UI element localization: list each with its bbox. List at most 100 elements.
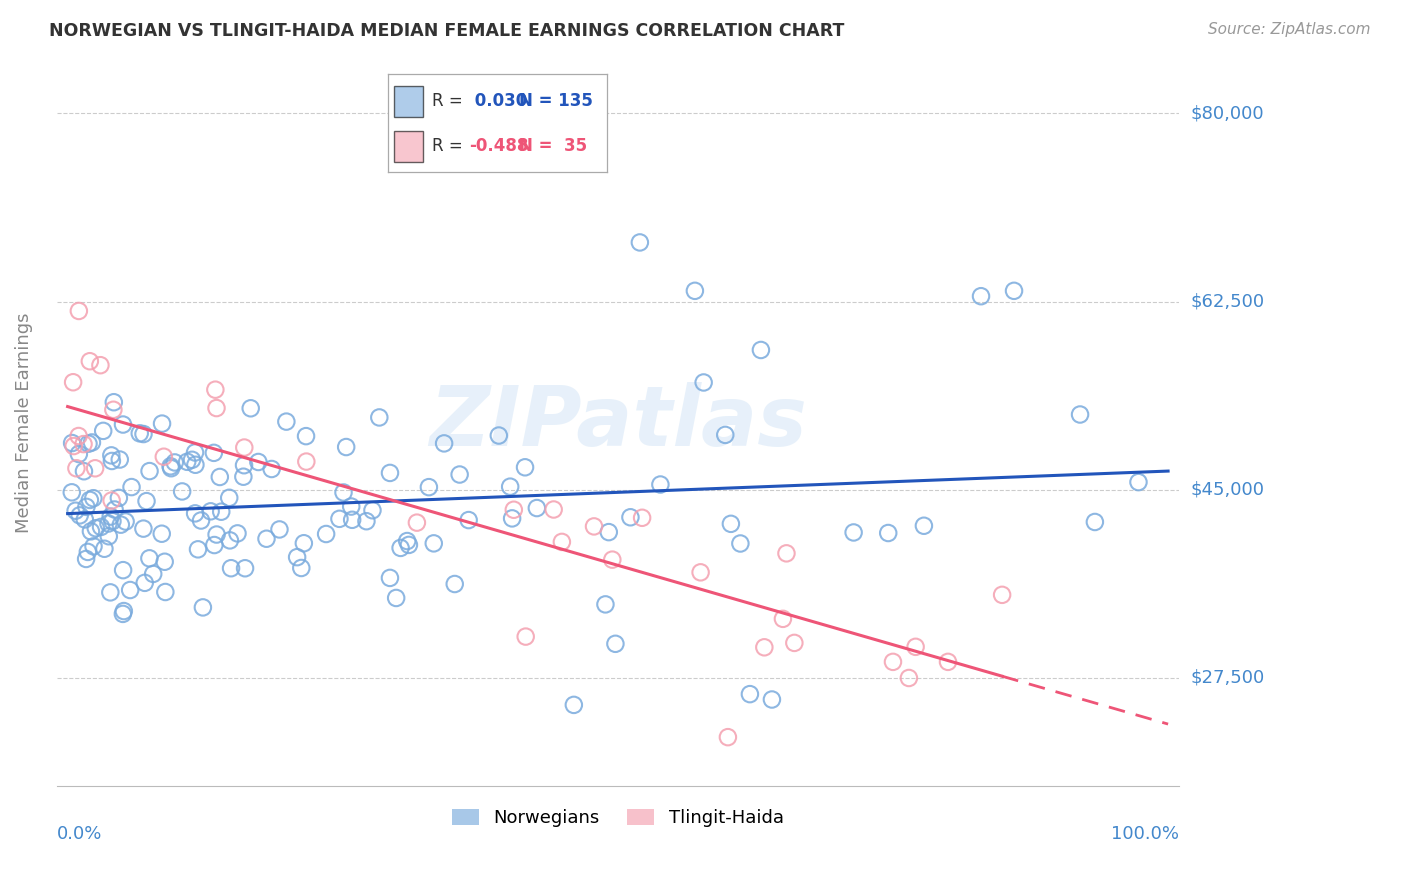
Point xyxy=(772,612,794,626)
Point xyxy=(121,480,143,494)
Point xyxy=(290,561,312,575)
Point xyxy=(108,491,131,505)
Point xyxy=(457,513,479,527)
Point xyxy=(247,455,270,469)
Text: 0.0%: 0.0% xyxy=(56,825,103,844)
Point xyxy=(717,730,740,744)
Point xyxy=(191,600,214,615)
Text: $62,500: $62,500 xyxy=(1191,293,1264,310)
Point xyxy=(83,539,105,553)
Point xyxy=(650,477,672,491)
Point xyxy=(256,532,278,546)
Point xyxy=(499,480,522,494)
Point xyxy=(112,563,135,577)
Point xyxy=(89,358,111,372)
Point xyxy=(155,585,177,599)
Point xyxy=(202,446,225,460)
Point xyxy=(449,467,471,482)
Point xyxy=(598,525,620,540)
Point xyxy=(292,536,315,550)
Point xyxy=(378,571,401,585)
Point xyxy=(232,469,254,483)
Legend: Norwegians, Tlingit-Haida: Norwegians, Tlingit-Haida xyxy=(444,802,790,835)
Point xyxy=(219,533,242,548)
Point xyxy=(79,492,101,507)
Point xyxy=(315,527,337,541)
Point xyxy=(897,671,920,685)
Point xyxy=(187,542,209,557)
Point xyxy=(385,591,408,605)
Point xyxy=(602,552,624,566)
Point xyxy=(97,516,120,531)
Point xyxy=(132,427,155,442)
Point xyxy=(100,449,122,463)
Point xyxy=(112,604,135,618)
Point xyxy=(72,437,94,451)
Point xyxy=(60,436,83,450)
Point xyxy=(90,520,112,534)
Point xyxy=(80,435,103,450)
Point xyxy=(128,426,150,441)
Point xyxy=(208,470,231,484)
Point xyxy=(184,445,207,459)
Point xyxy=(775,546,797,560)
Point xyxy=(184,458,207,472)
Point xyxy=(73,464,96,478)
Point xyxy=(526,501,548,516)
Point xyxy=(285,550,308,565)
Point xyxy=(111,607,134,621)
Point xyxy=(226,526,249,541)
Point xyxy=(101,454,124,468)
Point xyxy=(1084,515,1107,529)
Point xyxy=(93,541,115,556)
Point xyxy=(84,521,107,535)
Point xyxy=(233,561,256,575)
Point xyxy=(328,512,350,526)
Text: NORWEGIAN VS TLINGIT-HAIDA MEDIAN FEMALE EARNINGS CORRELATION CHART: NORWEGIAN VS TLINGIT-HAIDA MEDIAN FEMALE… xyxy=(49,22,845,40)
Point xyxy=(160,461,183,475)
Point xyxy=(219,561,242,575)
Point xyxy=(269,523,291,537)
Point xyxy=(204,383,226,397)
Point xyxy=(433,436,456,450)
Point xyxy=(104,502,127,516)
Point xyxy=(683,284,706,298)
Point xyxy=(877,526,900,541)
Point xyxy=(361,503,384,517)
Point xyxy=(142,566,165,581)
Point xyxy=(200,504,222,518)
Point xyxy=(65,504,87,518)
Point xyxy=(132,522,155,536)
Point xyxy=(502,502,524,516)
Point xyxy=(882,655,904,669)
Point xyxy=(75,552,97,566)
Point xyxy=(991,588,1014,602)
Point xyxy=(120,582,142,597)
Point xyxy=(218,491,240,505)
Point xyxy=(443,577,465,591)
Point xyxy=(368,410,391,425)
Point xyxy=(488,428,510,442)
Text: $27,500: $27,500 xyxy=(1191,669,1264,687)
Point xyxy=(628,235,651,250)
Text: $80,000: $80,000 xyxy=(1191,104,1264,122)
Point xyxy=(153,555,176,569)
Point xyxy=(69,508,91,523)
Point xyxy=(730,536,752,550)
Text: Source: ZipAtlas.com: Source: ZipAtlas.com xyxy=(1208,22,1371,37)
Point xyxy=(970,289,993,303)
Point xyxy=(60,485,83,500)
Point xyxy=(79,354,101,368)
Point xyxy=(356,514,378,528)
Point xyxy=(720,516,742,531)
Point xyxy=(418,480,440,494)
Point xyxy=(295,429,318,443)
Point xyxy=(101,514,124,528)
Point xyxy=(67,304,90,318)
Point xyxy=(181,452,204,467)
Point xyxy=(295,454,318,468)
Point xyxy=(153,450,176,464)
Point xyxy=(138,551,160,566)
Point xyxy=(103,402,125,417)
Point xyxy=(209,505,232,519)
